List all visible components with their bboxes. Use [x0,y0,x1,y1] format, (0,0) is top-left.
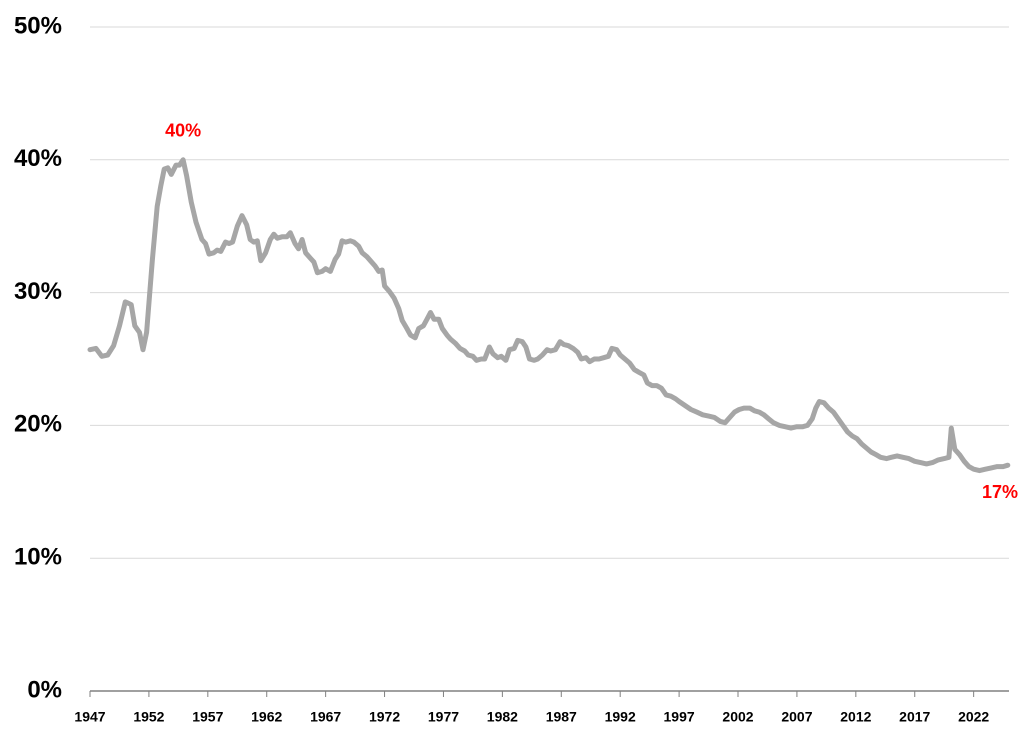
x-tick-label: 1997 [664,709,695,725]
x-tick-label: 1987 [546,709,577,725]
x-tick-label: 2002 [722,709,753,725]
x-tick-label: 1967 [310,709,341,725]
x-tick-label: 1962 [251,709,282,725]
annotation: 17% [982,482,1018,502]
x-tick-label: 1977 [428,709,459,725]
x-tick-label: 2017 [899,709,930,725]
x-tick-label: 1992 [605,709,636,725]
y-tick-label: 50% [14,12,62,39]
x-tick-label: 1972 [369,709,400,725]
x-tick-label: 1957 [192,709,223,725]
y-tick-label: 30% [14,278,62,305]
x-tick-label: 2012 [840,709,871,725]
y-tick-label: 20% [14,411,62,438]
y-tick-label: 0% [27,676,62,703]
x-tick-label: 1947 [74,709,105,725]
x-tick-label: 2007 [781,709,812,725]
y-tick-label: 40% [14,145,62,172]
line-series [87,157,1011,474]
x-tick-label: 1982 [487,709,518,725]
annotation: 40% [165,121,201,141]
y-tick-label: 10% [14,544,62,571]
x-tick-label: 1952 [133,709,164,725]
x-tick-label: 2022 [958,709,989,725]
